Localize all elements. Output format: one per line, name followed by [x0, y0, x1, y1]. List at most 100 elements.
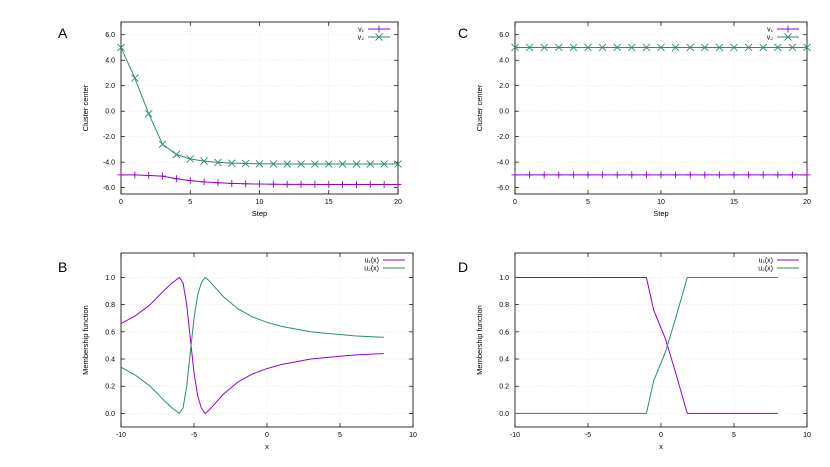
- data-point: [715, 171, 723, 179]
- data-point: [671, 43, 680, 52]
- cross-marker-b: [283, 160, 292, 168]
- y-axis-title: Membership function: [475, 305, 484, 375]
- y-tick-label: 0.4: [105, 357, 115, 364]
- data-point: [701, 171, 709, 179]
- y-tick-label: 4.0: [499, 58, 509, 65]
- data-point: [686, 171, 694, 179]
- cross-marker-b: [569, 43, 578, 52]
- y-tick-label: -2.0: [497, 134, 509, 141]
- data-point: [144, 109, 153, 118]
- cross-marker-b: [394, 160, 402, 168]
- data-point: [774, 171, 782, 179]
- x-tick-label: -5: [191, 432, 197, 439]
- data-point: [730, 171, 738, 179]
- y-tick-label: 0.0: [105, 109, 115, 116]
- cross-marker-b: [784, 33, 792, 41]
- panel-c: C 0 5 10 15 20 -6.0 -4.0 -2.0 0.0 2.0 4.0 6.0 Step Clu…: [458, 21, 811, 218]
- data-point: [744, 43, 753, 52]
- data-point: [759, 43, 768, 52]
- cross-marker-b: [375, 33, 383, 41]
- data-point: [773, 43, 782, 52]
- cross-marker-b: [671, 43, 680, 52]
- legend: u₁(x)u₂(x): [758, 258, 799, 273]
- cross-marker-b: [686, 43, 695, 52]
- series-1: [117, 171, 402, 188]
- series-1: [120, 276, 384, 415]
- data-point: [525, 43, 534, 52]
- x-tick-label: 0: [659, 432, 663, 439]
- data-point: [511, 171, 519, 179]
- panel-label: C: [458, 25, 468, 41]
- x-tick-label: 20: [394, 199, 402, 206]
- data-point: [352, 180, 360, 188]
- x-tick-label: -10: [116, 432, 126, 439]
- cross-marker-b: [613, 43, 622, 52]
- data-point: [242, 180, 250, 188]
- data-point: [255, 159, 264, 168]
- x-axis-title: Step: [252, 209, 267, 218]
- x-tick-label: 20: [803, 199, 811, 206]
- data-point: [657, 171, 665, 179]
- cross-marker-b: [627, 43, 636, 52]
- y-axis-title: Cluster center: [81, 84, 90, 131]
- cross-marker-b: [525, 43, 534, 52]
- y-tick-label: -2.0: [103, 134, 115, 141]
- x-tick-label: 15: [325, 199, 333, 206]
- series-2: [515, 276, 778, 414]
- x-tick-label: 10: [409, 432, 417, 439]
- y-tick-label: -6.0: [497, 185, 509, 192]
- data-point: [214, 179, 222, 187]
- panel-label: B: [58, 259, 67, 275]
- legend: u₁(x)u₂(x): [364, 258, 405, 273]
- cross-marker-b: [352, 160, 361, 168]
- data-point: [584, 43, 592, 52]
- data-point: [158, 140, 167, 149]
- x-tick-label: -10: [510, 432, 520, 439]
- data-point: [325, 180, 333, 188]
- x-tick-label: -5: [585, 432, 591, 439]
- data-point: [628, 171, 636, 179]
- legend-label: u₂(x): [364, 266, 379, 273]
- x-axis-title: x: [659, 442, 663, 451]
- data-point: [172, 175, 180, 183]
- y-tick-label: 0.8: [499, 302, 509, 309]
- cross-marker-b: [744, 43, 753, 52]
- legend-label: u₁(x): [759, 258, 773, 265]
- cross-marker-b: [131, 74, 139, 82]
- data-point: [569, 171, 577, 179]
- y-tick-label: 0.0: [499, 411, 509, 418]
- series-2: [117, 43, 402, 168]
- cross-marker-b: [117, 43, 125, 52]
- data-point: [394, 180, 402, 188]
- panel-d: D -10 -5 0 5 10 0.0 0.2 0.4 0.6 0.8 1.0 x Membership …: [458, 252, 811, 451]
- x-axis-title: x: [265, 442, 269, 451]
- data-point: [788, 171, 796, 179]
- data-point: [366, 180, 374, 188]
- series-line: [515, 276, 778, 414]
- y-tick-label: 0.0: [105, 411, 115, 418]
- data-point: [186, 155, 195, 163]
- data-point: [186, 177, 194, 185]
- panel-label: D: [458, 259, 468, 275]
- legend-label: v₁: [358, 27, 365, 34]
- y-tick-label: 1.0: [499, 275, 509, 282]
- data-point: [117, 171, 125, 179]
- data-point: [700, 43, 709, 52]
- x-tick-label: 10: [657, 199, 665, 206]
- cross-marker-b: [227, 159, 236, 167]
- data-point: [613, 43, 622, 52]
- series-2: [511, 43, 811, 52]
- y-tick-label: 2.0: [499, 83, 509, 90]
- y-tick-label: 4.0: [105, 58, 115, 65]
- y-tick-label: 1.0: [105, 275, 115, 282]
- data-point: [131, 74, 139, 82]
- cross-marker-b: [715, 43, 724, 52]
- cross-marker-b: [511, 43, 519, 52]
- data-point: [297, 180, 305, 188]
- data-point: [613, 171, 621, 179]
- legend-marker: [784, 25, 792, 33]
- cross-marker-b: [172, 150, 181, 159]
- data-point: [283, 180, 291, 188]
- data-point: [715, 43, 724, 52]
